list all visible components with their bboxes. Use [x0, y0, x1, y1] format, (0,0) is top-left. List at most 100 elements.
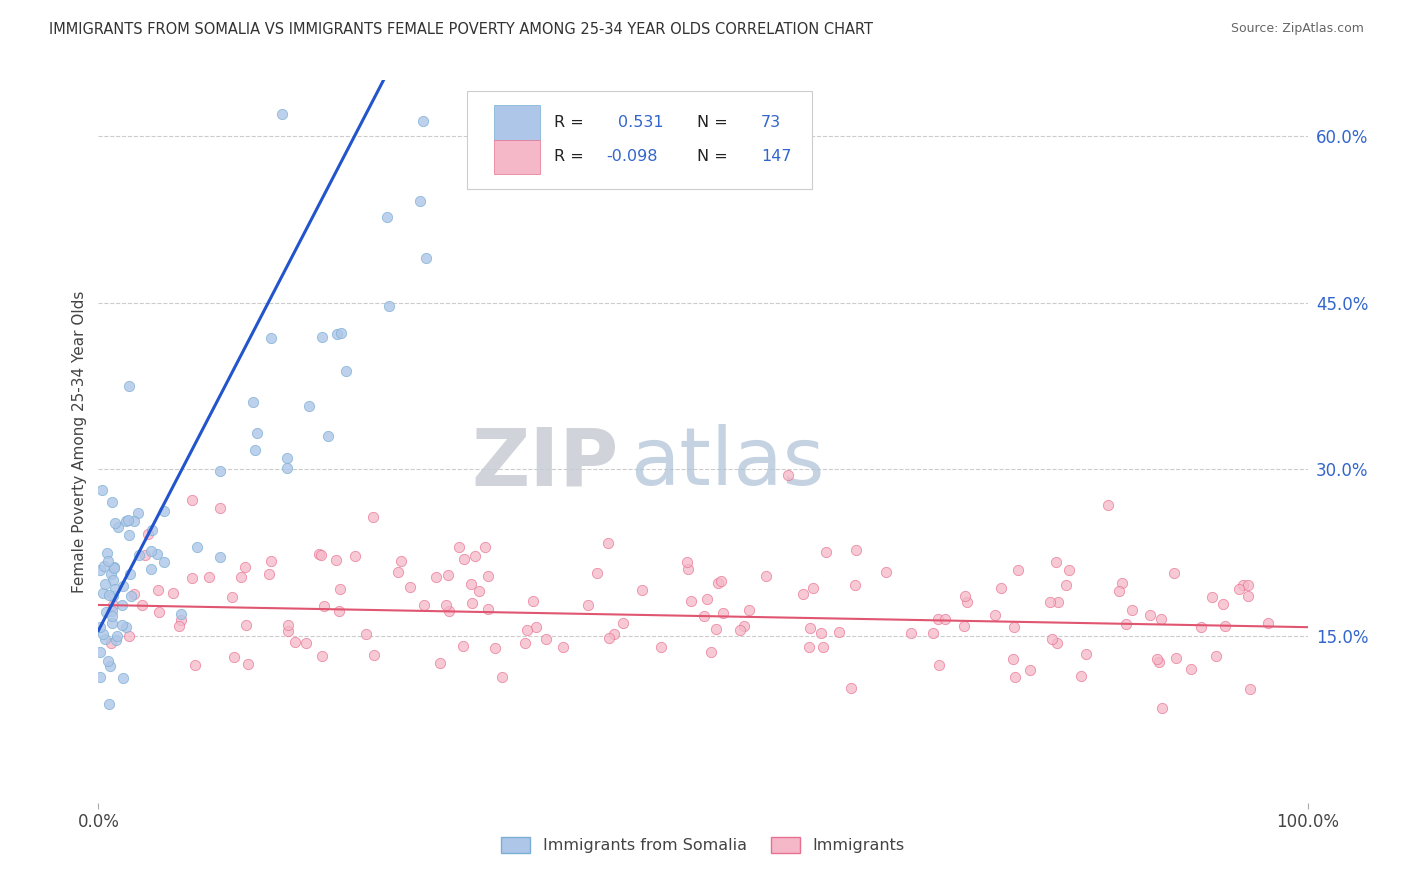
Point	[93, 558, 115, 573]
Point	[314, 599, 336, 613]
Point	[1007, 563, 1029, 577]
Point	[1227, 582, 1250, 596]
Text: -0.098: -0.098	[606, 149, 658, 164]
Point	[464, 549, 486, 563]
Point	[89, 670, 111, 684]
Point	[585, 566, 607, 581]
Point	[413, 599, 436, 613]
Point	[398, 580, 420, 594]
Point	[169, 619, 191, 633]
Text: R =: R =	[554, 149, 583, 164]
Point	[429, 656, 451, 670]
Point	[900, 625, 922, 640]
Point	[276, 451, 298, 466]
Point	[845, 543, 868, 558]
Point	[425, 570, 447, 584]
Point	[245, 442, 267, 457]
Point	[844, 578, 866, 592]
Point	[953, 619, 976, 633]
Point	[1257, 615, 1279, 630]
Point	[875, 565, 897, 579]
Point	[101, 609, 124, 624]
Point	[141, 523, 163, 537]
Point	[799, 640, 821, 655]
Point	[329, 582, 352, 596]
Point	[101, 604, 124, 618]
Point	[477, 601, 499, 615]
Text: ZIP: ZIP	[471, 425, 619, 502]
Point	[97, 589, 120, 603]
Point	[1054, 578, 1077, 592]
Point	[104, 582, 127, 596]
Point	[148, 605, 170, 619]
Point	[1239, 681, 1261, 696]
Point	[184, 658, 207, 673]
Point	[811, 640, 834, 654]
Point	[94, 605, 117, 619]
Point	[1201, 590, 1223, 604]
Point	[89, 564, 111, 578]
Point	[1108, 584, 1130, 599]
Point	[145, 547, 167, 561]
Point	[1111, 576, 1133, 591]
Point	[115, 514, 138, 528]
Point	[98, 658, 121, 673]
Point	[434, 598, 457, 612]
Point	[356, 627, 378, 641]
Point	[186, 540, 208, 554]
Point	[602, 626, 624, 640]
Point	[298, 399, 321, 413]
Point	[704, 622, 727, 636]
Point	[1166, 651, 1188, 665]
Point	[283, 635, 305, 649]
Point	[100, 635, 122, 649]
Point	[956, 595, 979, 609]
Point	[451, 639, 474, 653]
Point	[235, 618, 257, 632]
Point	[1150, 612, 1173, 626]
Point	[325, 553, 347, 567]
Point	[103, 560, 125, 574]
Point	[294, 636, 316, 650]
Point	[1146, 652, 1168, 666]
Point	[1232, 578, 1254, 592]
Point	[170, 607, 193, 621]
Point	[792, 587, 814, 601]
Point	[461, 596, 484, 610]
Point	[699, 645, 721, 659]
Point	[139, 543, 162, 558]
Point	[97, 554, 120, 568]
Point	[361, 510, 384, 524]
Point	[170, 613, 193, 627]
Point	[94, 632, 117, 647]
Point	[814, 545, 837, 559]
Point	[711, 607, 734, 621]
Point	[111, 598, 134, 612]
Point	[1121, 603, 1143, 617]
Point	[208, 549, 231, 564]
Text: 0.531: 0.531	[619, 115, 664, 129]
Point	[311, 649, 333, 664]
Text: IMMIGRANTS FROM SOMALIA VS IMMIGRANTS FEMALE POVERTY AMONG 25-34 YEAR OLDS CORRE: IMMIGRANTS FROM SOMALIA VS IMMIGRANTS FE…	[49, 22, 873, 37]
Point	[91, 627, 114, 641]
Point	[776, 467, 799, 482]
Point	[117, 513, 139, 527]
Point	[316, 429, 339, 443]
Point	[94, 577, 117, 591]
Point	[650, 640, 672, 654]
Point	[107, 519, 129, 533]
Point	[412, 113, 434, 128]
Point	[118, 629, 141, 643]
Point	[990, 581, 1012, 595]
Point	[181, 493, 204, 508]
Point	[146, 582, 169, 597]
Point	[733, 619, 755, 633]
Point	[522, 593, 544, 607]
Point	[1236, 578, 1258, 592]
Point	[1152, 701, 1174, 715]
FancyBboxPatch shape	[467, 91, 811, 189]
Point	[738, 603, 761, 617]
Point	[449, 541, 471, 555]
Point	[104, 632, 127, 647]
Point	[1115, 617, 1137, 632]
